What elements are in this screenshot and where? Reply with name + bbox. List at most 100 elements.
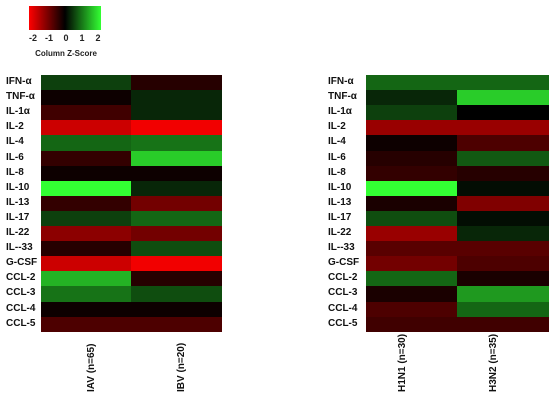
heatmap-cell — [457, 316, 549, 333]
heatmap-cell — [457, 165, 549, 182]
heatmap-cell — [131, 150, 222, 167]
heatmap-cell — [366, 90, 458, 106]
row-label: IL-1α — [328, 106, 352, 118]
heatmap-cell — [457, 135, 549, 151]
row-label: IL-2 — [328, 121, 346, 133]
color-key: -2 -1 0 1 2 Column Z-Score — [26, 4, 106, 64]
row-label: IL-17 — [328, 211, 352, 223]
column-label: H1N1 (n=30) — [397, 333, 408, 392]
heatmap-cell — [457, 286, 549, 302]
heatmap-cell — [131, 90, 222, 106]
row-label: IL-22 — [328, 227, 352, 238]
heatmap-cell — [41, 226, 132, 242]
heatmap-cell — [457, 150, 549, 167]
heatmap-cell — [366, 316, 458, 333]
heatmap-cell — [41, 90, 132, 106]
heatmap-cell — [366, 301, 458, 318]
row-label: G-CSF — [6, 257, 38, 269]
heatmap-cell — [457, 105, 549, 121]
color-key-tick: -1 — [44, 33, 54, 43]
column-label: H3N2 (n=35) — [488, 333, 499, 392]
heatmap-cell — [41, 105, 132, 121]
heatmap-cell — [366, 180, 458, 197]
heatmap-cell — [457, 301, 549, 318]
heatmap-cell — [366, 105, 458, 121]
row-label: CCL-4 — [328, 302, 358, 314]
heatmap-cell — [457, 241, 549, 257]
row-label: TNF-α — [6, 91, 35, 103]
heatmap-cell — [366, 286, 458, 302]
row-label: IL-17 — [6, 211, 30, 223]
heatmap-cell — [131, 195, 222, 212]
color-key-tick: 1 — [79, 33, 85, 43]
heatmap-cell — [131, 286, 222, 302]
heatmap-cell — [457, 180, 549, 197]
row-label: IL-13 — [6, 196, 30, 208]
heatmap-cell — [41, 120, 132, 136]
heatmap-cell — [457, 195, 549, 212]
heatmap-cell — [457, 271, 549, 287]
heatmap-cell — [131, 271, 222, 287]
heatmap-cell — [41, 256, 132, 272]
heatmap-cell — [131, 241, 222, 257]
row-label: CCL-3 — [328, 287, 358, 299]
row-label: CCL-2 — [6, 272, 36, 284]
heatmap-cell — [457, 75, 549, 91]
heatmap-cell — [41, 301, 132, 318]
row-label: G-CSF — [328, 257, 360, 269]
row-label: CCL-5 — [6, 317, 36, 329]
heatmap-cell — [41, 286, 132, 302]
column-label: IAV (n=65) — [86, 343, 97, 392]
row-label: IL-1α — [6, 106, 30, 118]
row-label: IL-8 — [328, 166, 346, 178]
row-label: IL-6 — [6, 151, 24, 163]
color-key-ticks: -2 -1 0 1 2 — [26, 33, 106, 45]
heatmap-cell — [366, 241, 458, 257]
heatmap-grid — [41, 75, 222, 333]
row-label: IL--33 — [6, 242, 33, 254]
row-label: IFN-α — [328, 76, 354, 87]
heatmap-cell — [366, 120, 458, 136]
heatmap-cell — [457, 210, 549, 227]
heatmap-cell — [41, 241, 132, 257]
heatmap-cell — [366, 75, 458, 91]
heatmap-cell — [131, 75, 222, 91]
row-label: IL-4 — [328, 136, 346, 148]
row-label: TNF-α — [328, 91, 357, 103]
color-key-title: Column Z-Score — [35, 49, 97, 58]
heatmap-cell — [366, 210, 458, 227]
row-label: CCL-4 — [6, 302, 36, 314]
row-label: IL-10 — [328, 181, 352, 193]
row-label: CCL-3 — [6, 287, 36, 299]
color-key-gradient — [29, 6, 101, 30]
heatmap-cell — [41, 180, 132, 197]
row-label: IL-8 — [6, 166, 24, 178]
row-label: IL-2 — [6, 121, 24, 133]
heatmap-cell — [41, 150, 132, 167]
heatmap-cell — [131, 135, 222, 151]
row-label: CCL-5 — [328, 317, 358, 329]
heatmap-grid — [366, 75, 549, 333]
heatmap-cell — [131, 120, 222, 136]
heatmap-cell — [41, 210, 132, 227]
heatmap-cell — [366, 195, 458, 212]
heatmap-cell — [366, 150, 458, 167]
heatmap-cell — [41, 165, 132, 182]
heatmap-cell — [131, 105, 222, 121]
heatmap-cell — [366, 135, 458, 151]
heatmap-cell — [131, 210, 222, 227]
row-label: IL-10 — [6, 181, 30, 193]
row-label: IFN-α — [6, 76, 32, 87]
heatmap-cell — [457, 90, 549, 106]
row-label: IL-6 — [328, 151, 346, 163]
heatmap-cell — [41, 135, 132, 151]
heatmap-cell — [41, 271, 132, 287]
heatmap-cell — [457, 256, 549, 272]
row-label: IL-22 — [6, 227, 30, 238]
row-label: IL--33 — [328, 242, 355, 254]
heatmap-cell — [366, 271, 458, 287]
heatmap-cell — [457, 120, 549, 136]
row-label: IL-4 — [6, 136, 24, 148]
row-label: IL-13 — [328, 196, 352, 208]
heatmap-cell — [41, 195, 132, 212]
